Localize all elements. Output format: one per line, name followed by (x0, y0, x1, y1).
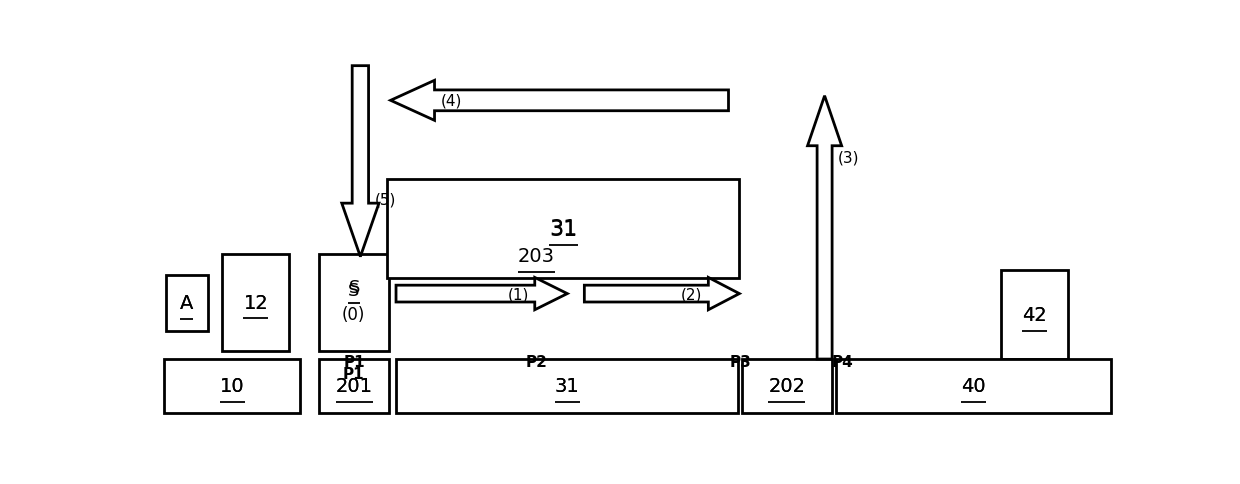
Text: 10: 10 (221, 377, 244, 396)
Text: 31: 31 (556, 377, 579, 396)
Text: 12: 12 (243, 293, 268, 312)
Text: (5): (5) (374, 193, 396, 208)
Text: 201: 201 (336, 377, 373, 396)
Text: 40: 40 (961, 377, 986, 396)
Bar (396, 359, 738, 413)
Bar (836, 359, 1111, 413)
Text: 201: 201 (335, 377, 372, 396)
Text: 31: 31 (549, 219, 578, 239)
Bar (319, 255, 389, 351)
Text: P4: P4 (832, 354, 853, 369)
Text: 202: 202 (768, 377, 805, 396)
Text: P1: P1 (343, 366, 365, 381)
Bar (164, 359, 300, 413)
Text: 202: 202 (768, 377, 805, 396)
Polygon shape (342, 66, 379, 257)
Text: (0): (0) (342, 306, 366, 324)
Text: (3): (3) (838, 150, 859, 165)
Bar (222, 255, 289, 351)
Polygon shape (584, 278, 739, 310)
Text: (4): (4) (440, 93, 461, 108)
Bar (387, 180, 739, 279)
Text: 42: 42 (1022, 305, 1047, 325)
Text: P1: P1 (343, 354, 365, 369)
Text: A: A (180, 294, 193, 313)
Text: 12: 12 (243, 293, 268, 312)
Text: 203: 203 (518, 247, 554, 266)
Text: P2: P2 (526, 354, 547, 369)
Bar (1002, 271, 1068, 359)
Polygon shape (396, 278, 567, 310)
Bar (319, 359, 389, 413)
Bar (166, 275, 207, 331)
Text: (1): (1) (507, 287, 529, 302)
Bar (742, 359, 832, 413)
Polygon shape (807, 96, 842, 359)
Text: (2): (2) (681, 287, 703, 302)
Text: 31: 31 (549, 219, 577, 239)
Text: S: S (348, 282, 360, 300)
Text: 10: 10 (219, 377, 244, 396)
Text: A: A (180, 294, 193, 313)
Polygon shape (391, 81, 729, 121)
Text: 40: 40 (961, 377, 986, 396)
Text: 42: 42 (1022, 305, 1047, 324)
Text: P3: P3 (730, 354, 751, 369)
Text: S: S (348, 279, 360, 297)
Text: 31: 31 (554, 377, 579, 396)
